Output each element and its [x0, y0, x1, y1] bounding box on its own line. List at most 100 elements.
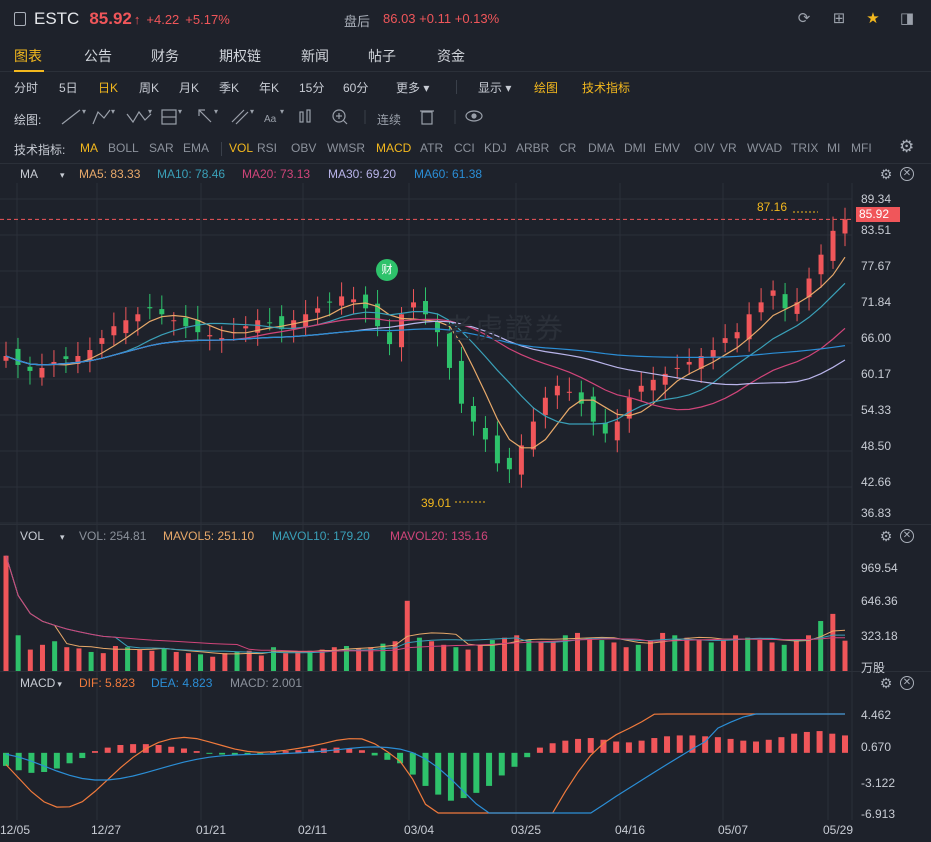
volume-bar [100, 653, 106, 671]
draw-button[interactable]: 绘图 [534, 81, 559, 95]
price-axis-tick: 83.51 [861, 223, 892, 237]
indicator-wvad[interactable]: WVAD [747, 141, 783, 155]
period-monthly[interactable]: 月K [179, 81, 200, 95]
candle [638, 385, 644, 392]
date-tick: 12/27 [91, 823, 122, 837]
indicator-boll[interactable]: BOLL [108, 141, 139, 155]
indicator-oiv[interactable]: OIV [694, 141, 715, 155]
star-icon[interactable]: ★ [866, 10, 880, 27]
refresh-icon[interactable]: ⟳ [797, 10, 811, 27]
volume-bar [720, 640, 726, 671]
grid-icon[interactable]: ⊞ [832, 10, 846, 27]
arrow-tool-icon [198, 109, 212, 123]
macd-selector[interactable]: MACD ▾ [20, 676, 62, 690]
volume-bar [392, 641, 398, 671]
price-chart[interactable] [0, 183, 931, 842]
volume-axis-tick: 323.18 [861, 629, 898, 643]
vol-close-icon[interactable]: ✕ [900, 529, 914, 543]
period-quarterly[interactable]: 季K [219, 81, 240, 95]
tab-financials[interactable]: 财务 [151, 48, 179, 64]
tab-announcements[interactable]: 公告 [84, 48, 112, 64]
sidebar-icon[interactable]: ◨ [899, 10, 915, 27]
macd-close-icon[interactable]: ✕ [900, 676, 914, 690]
volume-bar [672, 635, 678, 671]
candle [183, 317, 189, 327]
candle [566, 391, 572, 393]
period-60m[interactable]: 60分 [343, 81, 369, 95]
ma5-line [5, 256, 846, 449]
indicator-ema[interactable]: EMA [183, 141, 210, 155]
period-weekly[interactable]: 周K [139, 81, 160, 95]
price-axis-tick: 48.50 [861, 439, 892, 453]
price-axis-tick: 60.17 [861, 367, 892, 381]
indicator-vr[interactable]: VR [720, 141, 737, 155]
candle [51, 361, 57, 365]
tab-posts[interactable]: 帖子 [368, 48, 396, 64]
tab-capital[interactable]: 资金 [437, 48, 465, 64]
indicators-button[interactable]: 技术指标 [582, 81, 631, 95]
indicator-atr[interactable]: ATR [420, 141, 444, 155]
macd-bar [168, 746, 175, 753]
period-yearly[interactable]: 年K [259, 81, 280, 95]
candle [375, 303, 381, 327]
period-5d[interactable]: 5日 [59, 81, 78, 95]
indicator-arbr[interactable]: ARBR [516, 141, 550, 155]
volume-bar [635, 644, 641, 671]
indicator-dmi[interactable]: DMI [624, 141, 646, 155]
volume-bar [429, 641, 435, 671]
volume-bar [258, 655, 264, 671]
macd-bar [231, 752, 238, 756]
indicator-mi[interactable]: MI [827, 141, 841, 155]
line-tool-icon [61, 109, 81, 125]
indicator-sar[interactable]: SAR [149, 141, 174, 155]
tab-options[interactable]: 期权链 [219, 48, 261, 64]
volume-bar [39, 644, 45, 671]
indicator-settings-icon[interactable]: ⚙ [899, 137, 915, 156]
indicator-trix[interactable]: TRIX [791, 141, 819, 155]
ma-selector[interactable]: MA ▾ [20, 167, 65, 181]
volume-bar [599, 640, 605, 671]
indicator-rsi[interactable]: RSI [257, 141, 278, 155]
candle [458, 360, 464, 404]
ma-close-icon[interactable]: ✕ [900, 167, 914, 181]
earnings-badge[interactable]: 财 [376, 259, 398, 281]
continuous-draw-toggle[interactable]: 连续 [377, 113, 402, 127]
candle [243, 326, 249, 329]
macd-bar [613, 741, 620, 753]
indicator-mfi[interactable]: MFI [851, 141, 872, 155]
vol-settings-icon[interactable]: ⚙ [879, 528, 893, 544]
period-daily[interactable]: 日K [98, 81, 119, 95]
indicator-wmsr[interactable]: WMSR [327, 141, 365, 155]
tab-chart[interactable]: 图表 [14, 48, 42, 64]
volume-bar [319, 649, 325, 671]
volume-bar [64, 647, 70, 671]
ma-settings-icon[interactable]: ⚙ [879, 166, 893, 182]
period-15m[interactable]: 15分 [299, 81, 325, 95]
draw-toolbar-label: 绘图: [14, 113, 42, 127]
period-intraday[interactable]: 分时 [14, 81, 39, 95]
macd-bar [269, 751, 276, 753]
tab-news[interactable]: 新闻 [301, 48, 329, 64]
indicator-cr[interactable]: CR [559, 141, 577, 155]
macd-bar [460, 752, 467, 799]
indicator-obv[interactable]: OBV [291, 141, 317, 155]
volume-bar [489, 640, 495, 671]
indicator-macd[interactable]: MACD [376, 141, 412, 155]
macd-bar [28, 752, 35, 773]
volume-bar [708, 642, 714, 671]
vol-selector[interactable]: VOL ▾ [20, 529, 65, 543]
indicator-kdj[interactable]: KDJ [484, 141, 507, 155]
sidebar-toggle-icon[interactable] [14, 12, 26, 26]
indicator-dma[interactable]: DMA [588, 141, 615, 155]
indicator-emv[interactable]: EMV [654, 141, 681, 155]
display-menu-button[interactable]: 显示 ▾ [478, 81, 512, 95]
period-more-button[interactable]: 更多 ▾ [396, 81, 430, 95]
macd-settings-icon[interactable]: ⚙ [879, 675, 893, 691]
indicator-vol[interactable]: VOL [229, 141, 254, 155]
indicator-cci[interactable]: CCI [454, 141, 475, 155]
candle [542, 397, 548, 416]
volume-bar [52, 641, 58, 671]
divider [0, 524, 931, 525]
indicator-ma[interactable]: MA [80, 141, 98, 155]
macd-bar [244, 752, 251, 755]
